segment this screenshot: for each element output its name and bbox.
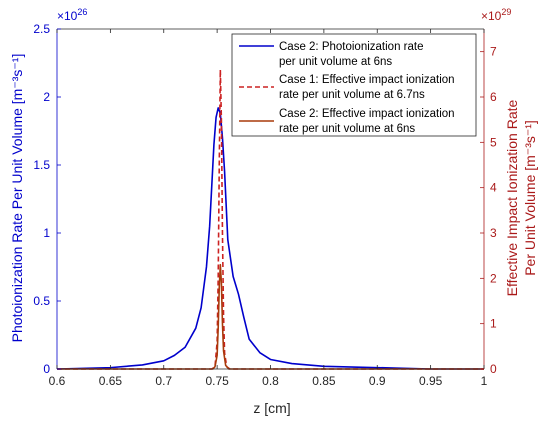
x-tick-label: 0.75 bbox=[205, 374, 229, 388]
series-layer bbox=[56, 69, 484, 370]
right-y-tick-label: 4 bbox=[490, 181, 497, 195]
axes-layer: 0.6 0.65 0.7 0.75 0.8 0.85 0.9 0.95 100.511.522.… bbox=[33, 22, 497, 388]
legend-box bbox=[231, 33, 477, 137]
right-y-tick-label: 5 bbox=[490, 135, 497, 149]
right-y-tick-label: 6 bbox=[490, 90, 497, 104]
legend-label-case2-photo-line2: per unit volume at 6ns bbox=[279, 56, 392, 68]
x-axis-label: z [cm] bbox=[253, 400, 290, 416]
x-tick-label: 0.85 bbox=[312, 374, 336, 388]
left-y-tick-label: 1.5 bbox=[33, 158, 50, 172]
left-y-tick-label: 0 bbox=[43, 362, 50, 376]
legend-label-case1-impact-line1: Case 1: Effective impact ionization bbox=[279, 74, 455, 86]
left-y-tick-label: 2.5 bbox=[33, 22, 50, 36]
right-y-tick-label: 2 bbox=[490, 271, 497, 285]
right-y-tick-label: 1 bbox=[490, 317, 497, 331]
x-tick-label: 0.95 bbox=[419, 374, 443, 388]
legend-label-case1-impact-line2: rate per unit volume at 6.7ns bbox=[279, 89, 425, 101]
left-axis-multiplier: ×1026 bbox=[57, 7, 87, 23]
x-tick-label: 0.8 bbox=[262, 374, 279, 388]
right-y-tick-label: 0 bbox=[490, 362, 497, 376]
left-multiplier-exponent: 26 bbox=[77, 7, 87, 17]
right-y-tick-label: 7 bbox=[490, 45, 497, 59]
right-y-axis-label-line2: Per Unit Volume [m⁻³s⁻¹] bbox=[522, 120, 538, 276]
legend-label-case2-impact-line2: rate per unit volume at 6ns bbox=[279, 123, 415, 135]
x-tick-label: 0.6 bbox=[49, 374, 66, 388]
right-y-axis-label-line1: Effective Impact Ionization Rate bbox=[504, 99, 520, 296]
right-axis-multiplier: ×1029 bbox=[481, 7, 511, 23]
x-tick-label: 0.9 bbox=[369, 374, 386, 388]
right-multiplier-exponent: 29 bbox=[501, 7, 511, 17]
left-y-tick-label: 1 bbox=[43, 226, 50, 240]
legend-label-case2-photo-line1: Case 2: Photoionization rate bbox=[279, 41, 423, 53]
right-y-tick-label: 3 bbox=[490, 226, 497, 240]
left-y-tick-label: 2 bbox=[43, 90, 50, 104]
legend: Case 2: Photoionization rate per unit vo… bbox=[231, 33, 477, 137]
x-tick-label: 0.7 bbox=[155, 374, 172, 388]
x-tick-label: 1 bbox=[481, 374, 488, 388]
x-tick-label: 0.65 bbox=[99, 374, 123, 388]
left-multiplier-base: ×10 bbox=[57, 9, 78, 23]
left-y-axis-label: Photoionization Rate Per Unit Volume [m⁻… bbox=[9, 54, 25, 343]
left-y-tick-label: 0.5 bbox=[33, 294, 50, 308]
legend-label-case2-impact-line1: Case 2: Effective impact ionization bbox=[279, 108, 455, 120]
series-line-2 bbox=[57, 263, 484, 370]
right-multiplier-base: ×10 bbox=[481, 9, 502, 23]
